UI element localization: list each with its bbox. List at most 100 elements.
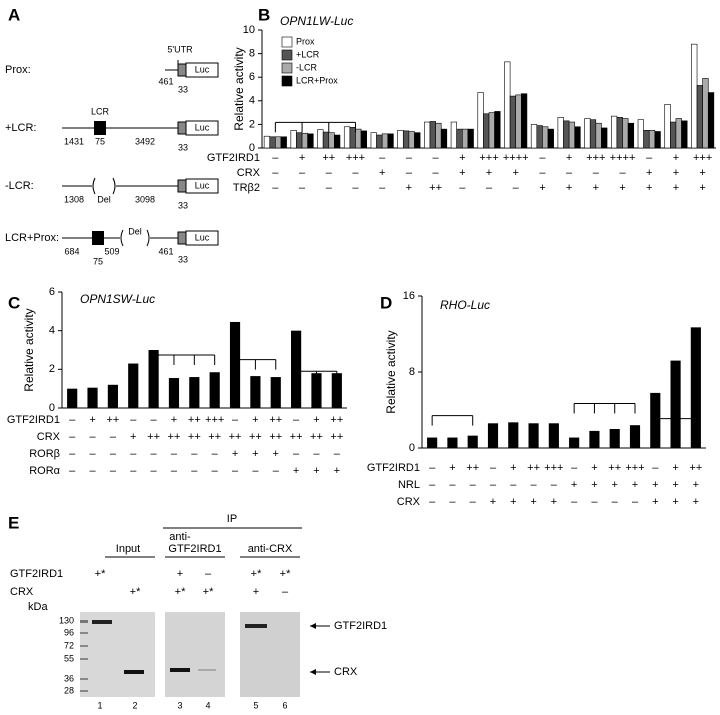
lane-number: 2 — [132, 700, 137, 710]
construct-name: -LCR: — [5, 180, 34, 192]
condition-value: – — [69, 414, 76, 426]
label: 461 — [158, 246, 173, 256]
bar — [328, 132, 335, 149]
marker-label: 36 — [64, 673, 74, 683]
bar — [622, 118, 629, 149]
y-tick-label: 2 — [249, 118, 255, 130]
ladder-band — [80, 632, 88, 634]
label: 33 — [178, 254, 188, 264]
legend-swatch — [281, 36, 293, 48]
condition-value: – — [272, 167, 279, 179]
condition-value: + — [566, 152, 572, 164]
condition-name: NRL — [398, 479, 420, 491]
bar — [461, 128, 469, 149]
bar — [648, 130, 656, 149]
condition-value: – — [89, 448, 96, 460]
condition-value: +++ — [693, 152, 712, 164]
lane-number: 1 — [97, 700, 102, 710]
condition-value: + — [673, 182, 679, 194]
label: 3098 — [135, 194, 155, 204]
condition-value: + — [611, 479, 617, 491]
condition-value: – — [632, 496, 639, 508]
condition-value: – — [191, 465, 198, 477]
condition-value: – — [232, 465, 239, 477]
deletion — [120, 229, 150, 247]
lane-condition: – — [282, 586, 289, 598]
condition-value: ++++ — [610, 152, 636, 164]
condition-value: – — [433, 152, 440, 164]
marker-label: 55 — [64, 653, 74, 663]
bar — [67, 388, 78, 408]
condition-value: – — [591, 496, 598, 508]
label: 3492 — [135, 136, 155, 146]
bar — [504, 61, 511, 149]
lane-condition: +* — [130, 586, 141, 598]
lane-number: 3 — [177, 700, 182, 710]
group-label: anti- — [169, 531, 191, 543]
lane-number: 5 — [253, 700, 258, 710]
label: Luc — [195, 232, 210, 242]
condition-value: ++ — [608, 462, 621, 474]
bar — [467, 128, 474, 149]
condition-value: + — [89, 414, 95, 426]
bar — [675, 118, 682, 149]
condition-value: ++ — [168, 431, 181, 443]
legend-swatch — [281, 49, 293, 61]
condition-value: + — [530, 496, 536, 508]
bar — [702, 78, 709, 149]
bar — [456, 128, 463, 149]
bar — [275, 136, 282, 149]
bar — [601, 127, 608, 149]
condition-value: – — [652, 462, 659, 474]
condition-value: + — [130, 431, 136, 443]
bar — [447, 437, 458, 448]
condition-value: – — [293, 448, 300, 460]
condition-value: + — [510, 496, 516, 508]
condition-value: ++ — [208, 431, 221, 443]
condition-value: + — [299, 152, 305, 164]
luc — [185, 62, 219, 78]
condition-value: ++ — [527, 462, 540, 474]
bar — [250, 376, 261, 408]
construct-name: +LCR: — [5, 122, 37, 134]
bar — [402, 130, 410, 149]
row-label: GTF2IRD1 — [10, 568, 63, 580]
bar — [547, 128, 554, 149]
condition-value: ++ — [330, 414, 343, 426]
gel — [165, 612, 225, 697]
bar — [381, 133, 389, 149]
label: 684 — [64, 246, 79, 256]
condition-value: – — [619, 167, 626, 179]
bar — [627, 122, 635, 149]
y-tick-label: 0 — [409, 442, 415, 454]
bar — [387, 133, 394, 149]
bar — [307, 133, 314, 149]
bar — [148, 350, 159, 408]
marker-label: 130 — [59, 615, 74, 625]
bar — [595, 122, 602, 149]
bar — [414, 132, 421, 149]
condition-value: – — [486, 182, 493, 194]
bar — [128, 363, 139, 408]
lane-condition: +* — [203, 586, 214, 598]
legend-swatch — [281, 62, 293, 74]
condition-name: GTF2IRD1 — [7, 414, 60, 426]
bar — [280, 136, 287, 149]
y-tick-label: 8 — [409, 366, 415, 378]
bar — [270, 377, 281, 408]
condition-value: – — [571, 496, 578, 508]
bar — [494, 111, 501, 149]
condition-value: – — [212, 465, 219, 477]
lcr — [92, 231, 104, 245]
condition-name: CRX — [237, 167, 261, 179]
condition-value: + — [334, 465, 340, 477]
bar — [629, 425, 641, 448]
lane-condition: +* — [251, 568, 262, 580]
y-tick-label: 6 — [49, 286, 55, 298]
condition-value: ++ — [249, 431, 262, 443]
ladder-band — [80, 690, 88, 692]
bar — [349, 127, 356, 149]
bar — [317, 129, 324, 149]
bar — [343, 126, 351, 149]
bar — [654, 131, 661, 149]
